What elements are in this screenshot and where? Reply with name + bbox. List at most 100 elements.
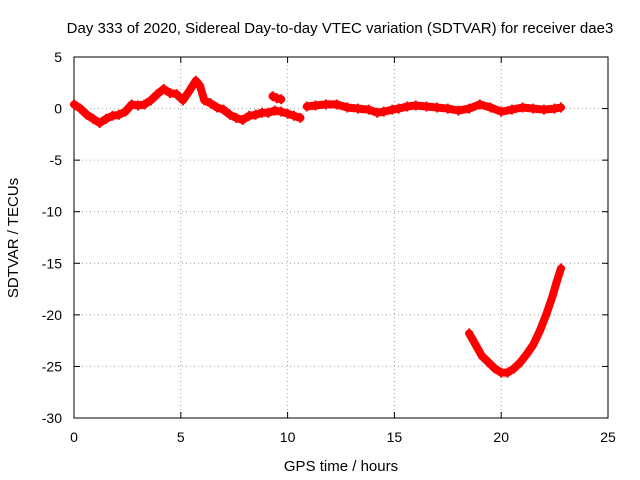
chart-title: Day 333 of 2020, Sidereal Day-to-day VTE…: [67, 20, 614, 37]
data-point: [251, 109, 260, 120]
data-point: [311, 100, 320, 111]
data-point: [108, 110, 117, 121]
data-point: [213, 102, 222, 113]
y-tick-label: -5: [50, 152, 63, 168]
y-tick-label: -30: [42, 410, 62, 426]
data-point: [443, 103, 452, 114]
y-axis-title: SDTVAR / TECUs: [5, 178, 22, 298]
data-point: [484, 357, 493, 368]
data-point: [364, 104, 373, 115]
data-point: [411, 100, 420, 111]
data-point: [102, 113, 111, 124]
data-point: [529, 103, 538, 114]
data-point: [379, 106, 388, 117]
data-point: [146, 95, 155, 106]
data-point: [206, 98, 215, 109]
data-point: [238, 114, 247, 125]
data-point: [475, 99, 484, 110]
data-point: [332, 99, 341, 110]
data-point: [302, 101, 311, 112]
data-point: [272, 93, 281, 104]
data-point: [388, 104, 397, 115]
data-point: [394, 103, 403, 114]
y-tick-label: 0: [54, 101, 62, 117]
series-4: [465, 263, 566, 378]
data-point: [518, 102, 527, 113]
data-point: [277, 94, 286, 105]
data-point: [486, 102, 495, 113]
data-point: [557, 102, 566, 113]
y-tick-label: -25: [42, 358, 62, 374]
data-point: [153, 89, 162, 100]
data-point: [516, 357, 525, 368]
data-point: [322, 99, 331, 110]
data-point: [433, 102, 442, 113]
data-point: [134, 100, 143, 111]
data-point: [191, 75, 200, 86]
series-band: [465, 264, 565, 377]
x-tick-label: 15: [387, 429, 403, 445]
data-point: [535, 326, 544, 337]
data-point: [343, 102, 352, 113]
data-point: [403, 101, 412, 112]
plot-frame: [73, 56, 609, 419]
series-1: [70, 75, 305, 129]
series-band: [70, 76, 305, 127]
data-series: [70, 75, 566, 378]
data-point: [264, 107, 273, 118]
data-point: [465, 328, 474, 339]
x-tick-label: 20: [493, 429, 509, 445]
data-point: [166, 88, 175, 99]
data-point: [510, 363, 519, 374]
data-point: [172, 89, 181, 100]
data-point: [490, 363, 499, 374]
series-3: [302, 99, 566, 118]
x-tick-label: 25: [600, 429, 616, 445]
data-point: [542, 309, 551, 320]
data-point: [552, 276, 561, 287]
data-point: [290, 110, 299, 121]
data-point: [270, 105, 279, 116]
data-point: [121, 106, 130, 117]
data-point: [185, 86, 194, 97]
axis-ticks: 0 5 10 15 20 25 5 0 -5 -10 -15 -20 -25 -30: [42, 49, 616, 445]
data-point: [283, 108, 292, 119]
data-point: [225, 109, 234, 120]
x-tick-label: 0: [70, 429, 78, 445]
data-point: [200, 95, 209, 106]
data-point: [82, 109, 91, 120]
x-tick-label: 10: [280, 429, 296, 445]
data-point: [76, 103, 85, 114]
x-axis-title: GPS time / hours: [284, 458, 398, 475]
data-point: [548, 291, 557, 302]
y-tick-label: -10: [42, 204, 62, 220]
data-point: [159, 83, 168, 94]
data-point: [522, 349, 531, 360]
data-point: [497, 106, 506, 117]
y-tick-label: -15: [42, 255, 62, 271]
data-point: [507, 104, 516, 115]
data-point: [557, 263, 566, 274]
data-point: [70, 99, 78, 110]
series-2: [268, 91, 286, 105]
data-point: [114, 109, 123, 120]
data-point: [529, 339, 538, 350]
data-point: [178, 95, 187, 106]
data-point: [550, 103, 559, 114]
data-point: [373, 107, 382, 118]
data-point: [503, 367, 512, 378]
data-point: [296, 112, 305, 123]
data-point: [477, 351, 486, 362]
data-point: [127, 99, 136, 110]
data-point: [277, 106, 286, 117]
data-point: [471, 339, 480, 350]
data-point: [422, 101, 431, 112]
x-tick-label: 5: [177, 429, 185, 445]
data-point: [539, 104, 548, 115]
data-point: [95, 118, 104, 129]
data-point: [89, 113, 98, 124]
data-point: [232, 112, 241, 123]
y-tick-label: 5: [54, 49, 62, 65]
data-point: [219, 104, 228, 115]
